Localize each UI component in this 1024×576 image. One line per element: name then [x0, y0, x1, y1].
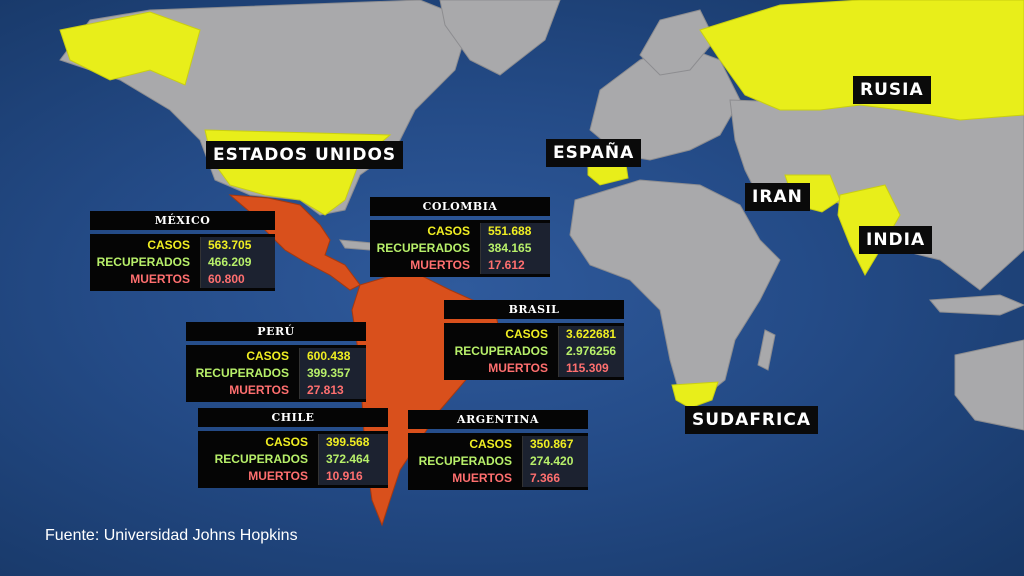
stats-country: COLOMBIA	[370, 197, 550, 216]
row-label-casos: CASOS	[469, 437, 512, 451]
row-label-casos: CASOS	[265, 435, 308, 449]
value-recuperados: 466.209	[200, 254, 275, 271]
value-casos: 3.622681	[558, 326, 624, 343]
row-label-muertos: MUERTOS	[410, 258, 470, 272]
value-recuperados: 2.976256	[558, 343, 624, 360]
value-recuperados: 384.165	[480, 240, 550, 257]
stats-country: CHILE	[198, 408, 388, 427]
land-greenland	[439, 0, 561, 76]
label-estados-unidos: ESTADOS UNIDOS	[206, 141, 404, 169]
value-muertos: 7.366	[522, 470, 588, 487]
value-muertos: 115.309	[558, 360, 624, 377]
row-label-recuperados: RECUPERADOS	[96, 255, 190, 269]
row-label-recuperados: RECUPERADOS	[195, 366, 289, 380]
south-africa-highlight	[671, 381, 719, 409]
value-casos: 399.568	[318, 434, 388, 451]
row-label-muertos: MUERTOS	[248, 469, 308, 483]
row-label-recuperados: RECUPERADOS	[376, 241, 470, 255]
label-iran: IRAN	[745, 183, 810, 211]
row-label-muertos: MUERTOS	[452, 471, 512, 485]
stats-box-colombia: COLOMBIA CASOS 551.688 RECUPERADOS 384.165…	[370, 197, 550, 277]
land-africa	[569, 179, 781, 401]
russia-highlight	[699, 0, 1024, 121]
value-muertos: 27.813	[299, 382, 366, 399]
value-casos: 551.688	[480, 223, 550, 240]
row-label-muertos: MUERTOS	[130, 272, 190, 286]
value-muertos: 10.916	[318, 468, 388, 485]
stats-box-brasil: BRASIL CASOS 3.622681 RECUPERADOS 2.976256…	[444, 300, 624, 380]
value-casos: 600.438	[299, 348, 366, 365]
row-label-recuperados: RECUPERADOS	[418, 454, 512, 468]
stats-box-argentina: ARGENTINA CASOS 350.867 RECUPERADOS 274.42…	[408, 410, 588, 490]
value-recuperados: 399.357	[299, 365, 366, 382]
label-rusia: RUSIA	[853, 76, 931, 104]
stats-box-peru: PERÚ CASOS 600.438 RECUPERADOS 399.357 MUE…	[186, 322, 366, 402]
stats-box-mexico: MÉXICO CASOS 563.705 RECUPERADOS 466.209 M…	[90, 211, 275, 291]
row-label-muertos: MUERTOS	[229, 383, 289, 397]
value-recuperados: 372.464	[318, 451, 388, 468]
row-label-casos: CASOS	[427, 224, 470, 238]
value-casos: 563.705	[200, 237, 275, 254]
label-espana: ESPAÑA	[546, 139, 642, 167]
row-label-casos: CASOS	[246, 349, 289, 363]
alaska-highlight	[59, 11, 201, 86]
row-label-muertos: MUERTOS	[488, 361, 548, 375]
value-muertos: 60.800	[200, 271, 275, 288]
land-australia	[954, 339, 1024, 431]
row-label-recuperados: RECUPERADOS	[454, 344, 548, 358]
stats-country: ARGENTINA	[408, 410, 588, 429]
source-caption: Fuente: Universidad Johns Hopkins	[45, 527, 298, 544]
value-casos: 350.867	[522, 436, 588, 453]
label-india: INDIA	[859, 226, 933, 254]
row-label-casos: CASOS	[505, 327, 548, 341]
stats-country: MÉXICO	[90, 211, 275, 230]
stats-box-chile: CHILE CASOS 399.568 RECUPERADOS 372.464 MU…	[198, 408, 388, 488]
value-muertos: 17.612	[480, 257, 550, 274]
label-sudafrica: SUDAFRICA	[685, 406, 818, 434]
row-label-recuperados: RECUPERADOS	[214, 452, 308, 466]
stats-country: BRASIL	[444, 300, 624, 319]
land-madagascar	[757, 329, 776, 371]
row-label-casos: CASOS	[147, 238, 190, 252]
stats-country: PERÚ	[186, 322, 366, 341]
value-recuperados: 274.420	[522, 453, 588, 470]
land-indonesia	[928, 294, 1024, 316]
